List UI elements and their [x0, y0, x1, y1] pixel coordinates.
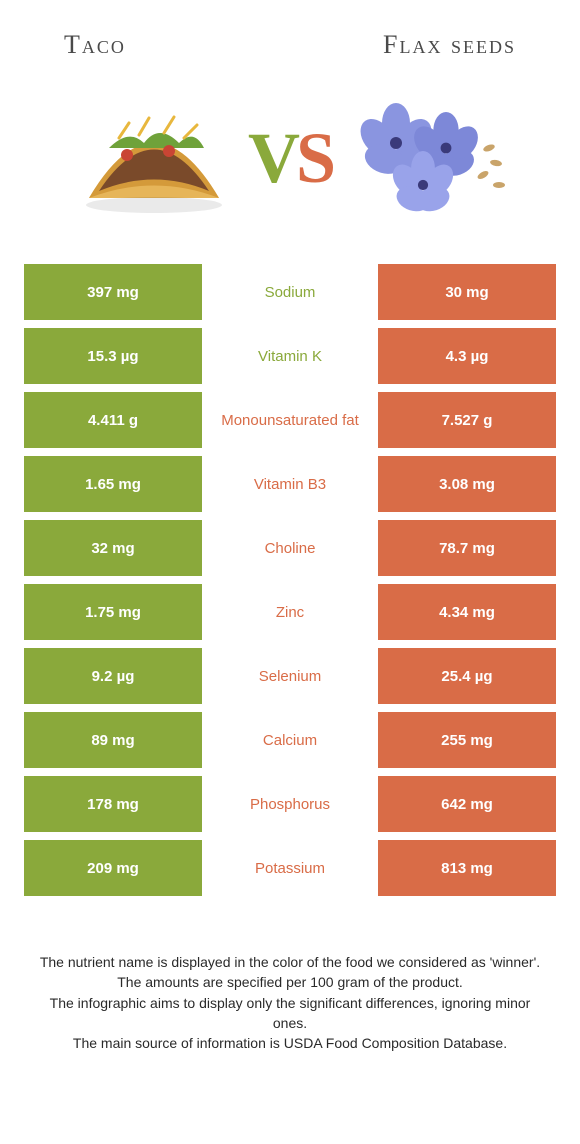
nutrient-label: Selenium	[202, 648, 378, 704]
nutrient-table: 397 mgSodium30 mg15.3 µgVitamin K4.3 µg4…	[24, 264, 556, 896]
title-row: Taco Flax seeds	[24, 20, 556, 88]
left-value: 9.2 µg	[24, 648, 202, 704]
left-value: 4.411 g	[24, 392, 202, 448]
table-row: 1.65 mgVitamin B33.08 mg	[24, 456, 556, 512]
right-value: 813 mg	[378, 840, 556, 896]
left-value: 89 mg	[24, 712, 202, 768]
left-value: 1.65 mg	[24, 456, 202, 512]
right-value: 4.34 mg	[378, 584, 556, 640]
table-row: 1.75 mgZinc4.34 mg	[24, 584, 556, 640]
left-value: 15.3 µg	[24, 328, 202, 384]
right-value: 4.3 µg	[378, 328, 556, 384]
right-value: 25.4 µg	[378, 648, 556, 704]
footer-line: The nutrient name is displayed in the co…	[36, 952, 544, 972]
left-value: 397 mg	[24, 264, 202, 320]
right-value: 78.7 mg	[378, 520, 556, 576]
footer-line: The infographic aims to display only the…	[36, 993, 544, 1034]
footer-line: The main source of information is USDA F…	[36, 1033, 544, 1053]
footer-line: The amounts are specified per 100 gram o…	[36, 972, 544, 992]
nutrient-label: Vitamin B3	[202, 456, 378, 512]
footer-notes: The nutrient name is displayed in the co…	[24, 904, 556, 1073]
nutrient-label: Phosphorus	[202, 776, 378, 832]
title-left: Taco	[64, 30, 126, 60]
right-value: 255 mg	[378, 712, 556, 768]
table-row: 178 mgPhosphorus642 mg	[24, 776, 556, 832]
left-value: 1.75 mg	[24, 584, 202, 640]
right-value: 642 mg	[378, 776, 556, 832]
table-row: 9.2 µgSelenium25.4 µg	[24, 648, 556, 704]
table-row: 89 mgCalcium255 mg	[24, 712, 556, 768]
vs-v: V	[248, 117, 296, 200]
table-row: 15.3 µgVitamin K4.3 µg	[24, 328, 556, 384]
nutrient-label: Zinc	[202, 584, 378, 640]
nutrient-label: Monounsaturated fat	[202, 392, 378, 448]
table-row: 209 mgPotassium813 mg	[24, 840, 556, 896]
nutrient-label: Calcium	[202, 712, 378, 768]
left-value: 209 mg	[24, 840, 202, 896]
title-right: Flax seeds	[383, 30, 516, 60]
taco-image	[64, 88, 244, 228]
right-value: 30 mg	[378, 264, 556, 320]
hero-row: VS	[24, 88, 556, 264]
table-row: 4.411 gMonounsaturated fat7.527 g	[24, 392, 556, 448]
vs-s: S	[296, 117, 332, 200]
infographic: Taco Flax seeds VS	[0, 0, 580, 1093]
nutrient-label: Potassium	[202, 840, 378, 896]
nutrient-label: Sodium	[202, 264, 378, 320]
table-row: 32 mgCholine78.7 mg	[24, 520, 556, 576]
left-value: 32 mg	[24, 520, 202, 576]
vs-label: VS	[248, 117, 332, 200]
right-value: 3.08 mg	[378, 456, 556, 512]
left-value: 178 mg	[24, 776, 202, 832]
flax-image	[336, 88, 516, 228]
nutrient-label: Choline	[202, 520, 378, 576]
nutrient-label: Vitamin K	[202, 328, 378, 384]
right-value: 7.527 g	[378, 392, 556, 448]
table-row: 397 mgSodium30 mg	[24, 264, 556, 320]
